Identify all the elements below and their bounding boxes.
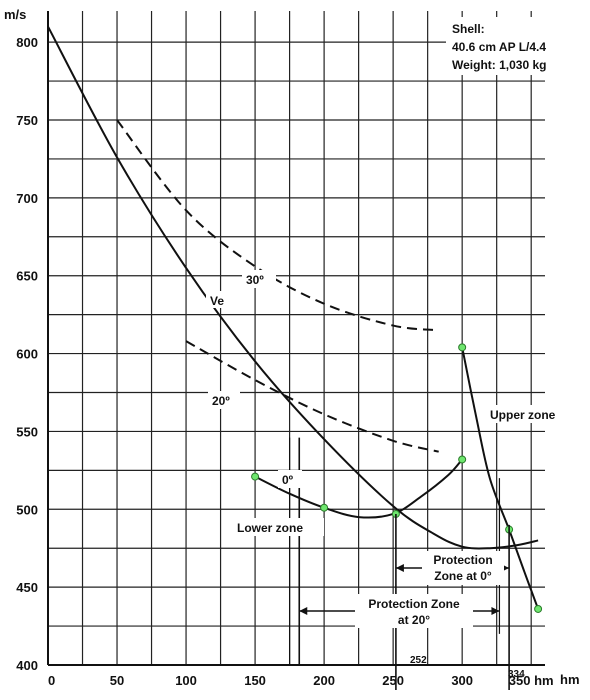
x-tick-label: 50 [110, 673, 124, 688]
y-tick-label: 750 [16, 113, 38, 128]
pz0-line-1: Protection [433, 553, 492, 567]
y-tick-label: 450 [16, 580, 38, 595]
annotations-layer: Shell: 40.6 cm AP L/4.4 Weight: 1,030 kg… [4, 7, 580, 690]
shell-info-line-1: Shell: [452, 22, 485, 36]
y-tick-label: 800 [16, 35, 38, 50]
x-tick-label: 350 hm [509, 673, 554, 688]
shell-info-box [446, 17, 580, 75]
tick-labels: 0 50 100 150 200 250 300 350 hm 400 450 500 550 600 6… [16, 35, 553, 688]
series-line-ve [47, 26, 539, 550]
x-unit-label: hm [560, 672, 580, 687]
x-tick-label: 200 [313, 673, 335, 688]
y-tick-label: 600 [16, 347, 38, 362]
label-bg-30 [242, 270, 276, 288]
y-tick-label: 550 [16, 424, 38, 439]
data-point-marker [534, 604, 543, 613]
series-line-0- [254, 458, 463, 519]
series-line-30- [116, 119, 439, 332]
shell-info-line-2: 40.6 cm AP L/4.4 [452, 40, 546, 54]
data-point-marker [458, 343, 467, 352]
data-point-marker [458, 455, 467, 464]
data-point-marker [320, 503, 329, 512]
series-line-upper-zone [461, 347, 540, 610]
y-unit-label: m/s [4, 7, 26, 22]
y-tick-label: 650 [16, 269, 38, 284]
x-tick-label: 250 [382, 673, 404, 688]
mark-334-label: 334 [508, 669, 525, 680]
label-lower-zone: Lower zone [237, 521, 303, 535]
shell-info-line-3: Weight: 1,030 kg [452, 58, 546, 72]
label-30-deg: 30º [246, 273, 264, 287]
label-bg-pz0 [422, 551, 504, 585]
label-bg-20 [208, 391, 240, 409]
pz20-line-2: at 20° [398, 613, 430, 627]
pz20-line-1: Protection Zone [368, 597, 460, 611]
data-point-marker [251, 472, 260, 481]
x-tick-label: 0 [48, 673, 55, 688]
label-bg-pz20 [355, 594, 473, 628]
x-tick-label: 300 [451, 673, 473, 688]
label-upper-zone: Upper zone [490, 408, 556, 422]
pz0-line-2: Zone at 0° [434, 569, 492, 583]
label-ve: Ve [210, 294, 224, 308]
y-tick-label: 500 [16, 502, 38, 517]
label-bg-ve [206, 291, 232, 308]
label-20-deg: 20º [212, 394, 230, 408]
y-tick-label: 700 [16, 191, 38, 206]
label-0-deg: 0º [282, 473, 294, 487]
label-bg-0 [278, 470, 302, 488]
label-bg-upper [487, 405, 579, 423]
label-bg-lower [234, 518, 324, 536]
mark-252-label: 252 [410, 655, 427, 666]
series-line-20- [185, 340, 439, 453]
x-tick-label: 100 [175, 673, 197, 688]
x-tick-label: 150 [244, 673, 266, 688]
y-tick-label: 400 [16, 658, 38, 673]
